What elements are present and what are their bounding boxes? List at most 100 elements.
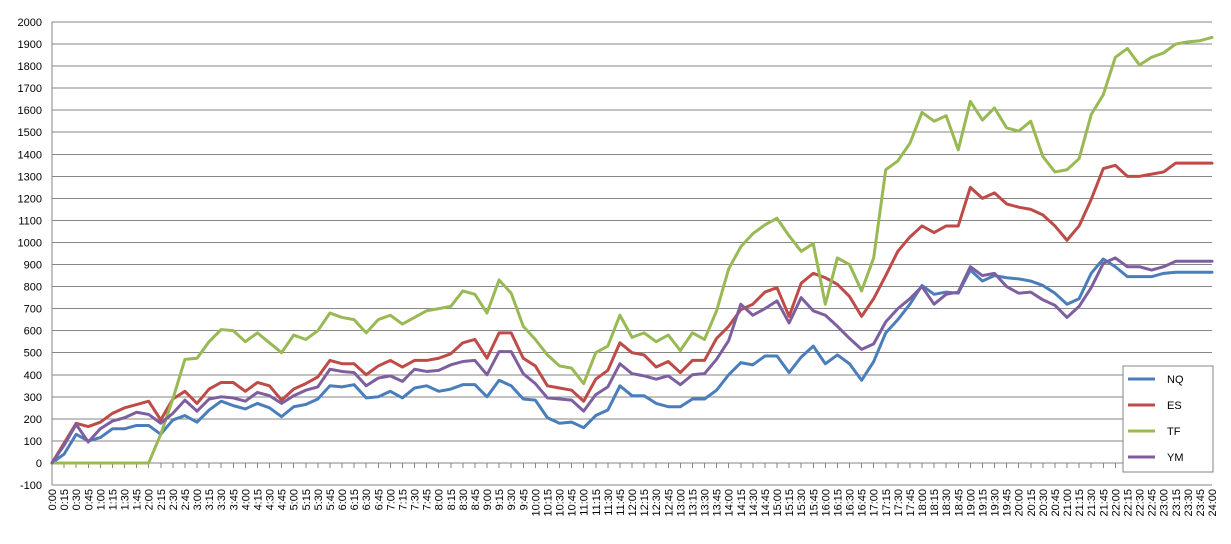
x-tick-label: 5:15 [301, 489, 313, 510]
x-tick-label: 12:45 [663, 489, 675, 517]
x-tick-label: 4:45 [277, 489, 289, 510]
x-tick-label: 15:00 [772, 489, 784, 517]
x-tick-label: 16:00 [820, 489, 832, 517]
legend-label-ym: YM [1167, 452, 1184, 464]
y-tick-label: 300 [24, 392, 42, 404]
x-tick-label: 14:45 [760, 489, 772, 517]
x-tick-label: 10:45 [567, 489, 579, 517]
y-tick-label: 500 [24, 348, 42, 360]
x-tick-label: 4:15 [252, 489, 264, 510]
y-tick-label: 1700 [18, 83, 42, 95]
series-lines [50, 35, 1214, 465]
legend-label-es: ES [1167, 400, 1182, 412]
x-tick-label: 19:15 [977, 489, 989, 517]
x-tick-label: 21:30 [1086, 489, 1098, 517]
x-tick-label: 15:30 [796, 489, 808, 517]
x-tick-label: 21:45 [1098, 489, 1110, 517]
x-tick-label: 10:00 [530, 489, 542, 517]
series-line-es [50, 161, 1214, 465]
x-tick-label: 13:45 [712, 489, 724, 517]
x-tick-label: 11:30 [603, 489, 615, 516]
x-tick-label: 8:45 [470, 489, 482, 510]
x-tick-label: 7:30 [410, 489, 422, 510]
y-tick-label: 1400 [18, 149, 42, 161]
x-tick-label: 0:45 [83, 489, 95, 510]
y-tick-label: 2000 [18, 17, 42, 29]
x-tick-label: 9:00 [482, 489, 494, 510]
y-tick-label: 1500 [18, 127, 42, 139]
y-tick-label: 600 [24, 326, 42, 338]
x-tick-label: 23:45 [1195, 489, 1207, 517]
x-tick-label: 18:45 [953, 489, 965, 517]
y-axis-tick-labels: -100 0 100 200 300 400 500 600 700 800 900 1000 1100… [18, 17, 42, 492]
x-tick-label: 12:15 [639, 489, 651, 517]
x-tick-label: 11:45 [615, 489, 627, 516]
x-tick-label: 15:45 [808, 489, 820, 517]
x-tick-label: 5:30 [313, 489, 325, 510]
y-tick-label: 1800 [18, 61, 42, 73]
x-tick-label: 5:45 [325, 489, 337, 510]
x-tick-label: 13:15 [687, 489, 699, 517]
y-tick-label: 200 [24, 414, 42, 426]
y-tick-label: 800 [24, 282, 42, 294]
legend-label-nq: NQ [1167, 374, 1184, 386]
x-tick-label: 22:00 [1110, 489, 1122, 517]
y-tick-label: -100 [20, 480, 42, 492]
y-tick-label: 700 [24, 304, 42, 316]
x-tick-label: 17:00 [869, 489, 881, 517]
x-axis-tick-labels: 0:00 0:15 0:30 0:45 1:00 1:15 1:30 1:45 2:00 2:15… [47, 489, 1219, 517]
y-tick-label: 0 [36, 458, 42, 470]
x-tick-label: 23:15 [1171, 489, 1183, 517]
x-tick-label: 0:00 [47, 489, 59, 510]
legend-box [1122, 365, 1214, 473]
x-tick-label: 7:15 [397, 489, 409, 510]
series-line-nq [50, 257, 1214, 465]
x-axis [51, 22, 1213, 485]
x-tick-label: 10:30 [555, 489, 567, 517]
x-tick-label: 8:30 [458, 489, 470, 510]
x-tick-label: 14:30 [748, 489, 760, 517]
x-tick-label: 18:00 [917, 489, 929, 517]
x-tick-label: 2:00 [144, 489, 156, 510]
x-tick-label: 18:15 [929, 489, 941, 517]
x-tick-label: 10:15 [542, 489, 554, 517]
x-tick-label: 3:00 [192, 489, 204, 510]
x-tick-label: 20:30 [1038, 489, 1050, 517]
x-tick-label: 2:30 [168, 489, 180, 510]
y-tick-label: 900 [24, 260, 42, 272]
x-tick-label: 0:15 [59, 489, 71, 510]
y-tick-label: 1000 [18, 237, 42, 249]
x-tick-label: 19:30 [990, 489, 1002, 517]
x-tick-label: 20:00 [1014, 489, 1026, 517]
x-tick-label: 4:30 [265, 489, 277, 510]
x-tick-label: 11:15 [591, 489, 603, 516]
x-tick-label: 8:00 [434, 489, 446, 510]
x-tick-label: 16:45 [857, 489, 869, 517]
x-tick-label: 19:00 [965, 489, 977, 517]
x-tick-label: 3:30 [216, 489, 228, 510]
x-tick-label: 9:15 [494, 489, 506, 510]
x-tick-label: 0:30 [71, 489, 83, 510]
x-tick-label: 11:00 [579, 489, 591, 516]
x-tick-label: 12:30 [651, 489, 663, 517]
x-tick-label: 17:30 [893, 489, 905, 517]
legend: NQ ES TF YM [1122, 365, 1214, 473]
x-tick-label: 6:15 [349, 489, 361, 510]
x-tick-label: 12:00 [627, 489, 639, 517]
y-tick-label: 1900 [18, 39, 42, 51]
series-line-tf [50, 35, 1214, 465]
x-tick-label: 13:00 [675, 489, 687, 517]
x-tick-label: 17:45 [905, 489, 917, 517]
x-tick-label: 6:45 [373, 489, 385, 510]
x-tick-label: 2:15 [156, 489, 168, 510]
x-tick-label: 1:15 [107, 489, 119, 510]
x-tick-label: 18:30 [941, 489, 953, 517]
x-tick-label: 19:45 [1002, 489, 1014, 517]
x-tick-label: 20:45 [1050, 489, 1062, 517]
x-tick-label: 16:30 [845, 489, 857, 517]
y-tick-label: 400 [24, 370, 42, 382]
x-tick-label: 6:00 [337, 489, 349, 510]
x-tick-label: 7:00 [385, 489, 397, 510]
x-tick-label: 15:15 [784, 489, 796, 517]
y-tick-label: 1100 [18, 215, 42, 227]
